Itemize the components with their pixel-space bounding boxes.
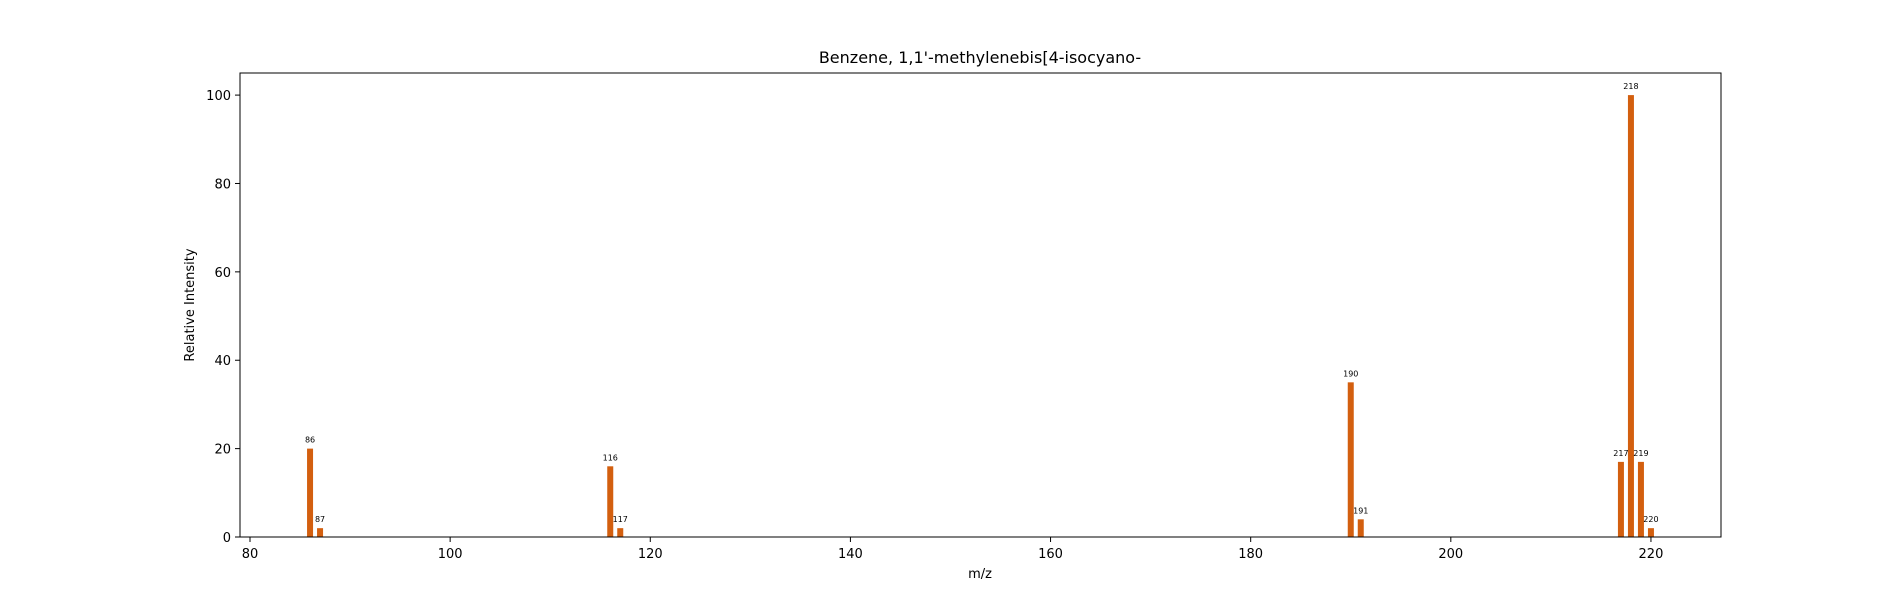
x-tick-label-120: 120 [638, 547, 663, 562]
y-axis-label: Relative Intensity [183, 248, 198, 361]
peak-bar-86 [307, 448, 314, 537]
peak-labels-layer: 86 87 116 117 190 191 217 218 219 220 [305, 82, 1659, 524]
y-tick-label-80: 80 [214, 177, 231, 192]
x-tick-label-80: 80 [242, 547, 259, 562]
x-tick-label-140: 140 [838, 547, 863, 562]
peak-bar-218 [1627, 95, 1634, 537]
x-axis: 80 100 120 140 160 180 200 220 [242, 537, 1664, 562]
peak-label-220: 220 [1643, 515, 1658, 524]
peak-bar-191 [1357, 519, 1364, 537]
y-tick-label-0: 0 [223, 531, 231, 546]
peak-label-117: 117 [613, 515, 628, 524]
bars-layer [307, 95, 1654, 537]
peak-bar-220 [1647, 528, 1654, 537]
chart-title: Benzene, 1,1'-methylenebis[4-isocyano- [819, 48, 1141, 67]
y-tick-label-100: 100 [206, 89, 231, 104]
peak-bar-87 [317, 528, 324, 537]
y-axis: 0 20 40 60 80 100 [206, 89, 240, 546]
y-tick-label-60: 60 [214, 266, 231, 281]
peak-label-218: 218 [1623, 82, 1638, 91]
peak-label-191: 191 [1353, 506, 1368, 515]
y-tick-label-20: 20 [214, 443, 231, 458]
peak-bar-217 [1617, 461, 1624, 537]
x-tick-label-100: 100 [438, 547, 463, 562]
peak-bar-116 [607, 466, 614, 537]
plot-frame [239, 72, 1722, 538]
x-tick-label-220: 220 [1639, 547, 1664, 562]
peak-bar-117 [617, 528, 624, 537]
x-tick-label-160: 160 [1038, 547, 1063, 562]
peak-label-219: 219 [1633, 449, 1648, 458]
peak-label-87: 87 [315, 515, 325, 524]
peak-label-116: 116 [603, 453, 618, 462]
x-tick-label-200: 200 [1438, 547, 1463, 562]
peak-bar-190 [1347, 382, 1354, 537]
peak-bar-219 [1637, 461, 1644, 537]
x-axis-label: m/z [968, 567, 992, 582]
peak-label-86: 86 [305, 436, 315, 445]
x-tick-label-180: 180 [1238, 547, 1263, 562]
y-tick-label-40: 40 [214, 354, 231, 369]
peak-label-217: 217 [1613, 449, 1628, 458]
peak-label-190: 190 [1343, 369, 1358, 378]
